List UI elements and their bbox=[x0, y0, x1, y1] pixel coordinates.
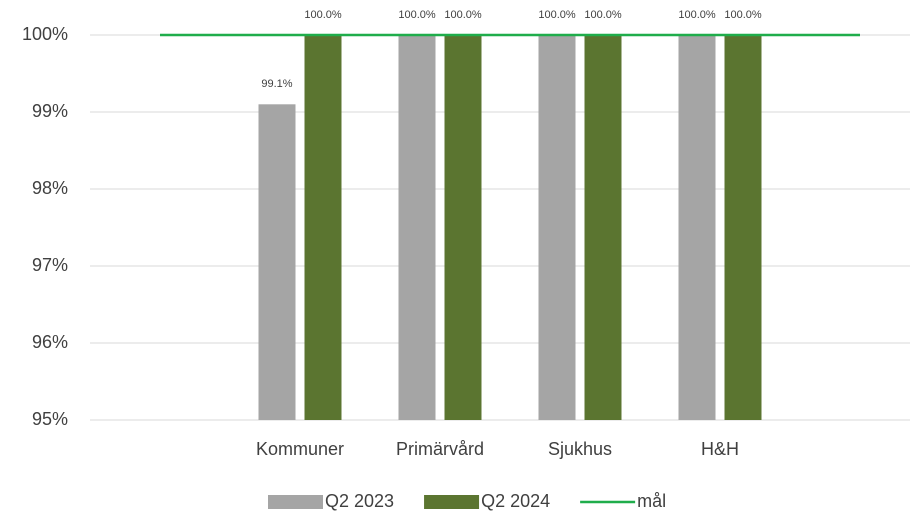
bar bbox=[678, 35, 716, 420]
legend-swatch bbox=[268, 495, 323, 509]
legend-label: Q2 2024 bbox=[481, 491, 550, 511]
x-tick-label: Kommuner bbox=[256, 439, 344, 459]
data-label: 100.0% bbox=[584, 9, 622, 21]
data-label: 100.0% bbox=[398, 9, 436, 21]
data-label: 99.1% bbox=[261, 78, 292, 90]
data-label: 100.0% bbox=[304, 9, 342, 21]
legend-label: mål bbox=[637, 491, 666, 511]
legend-label: Q2 2023 bbox=[325, 491, 394, 511]
y-tick-label: 97% bbox=[32, 255, 68, 275]
bar bbox=[398, 35, 436, 420]
bar bbox=[724, 35, 762, 420]
data-label: 100.0% bbox=[678, 9, 716, 21]
data-label: 100.0% bbox=[724, 9, 762, 21]
x-tick-label: Primärvård bbox=[396, 439, 484, 459]
bar bbox=[444, 35, 482, 420]
bar bbox=[584, 35, 622, 420]
y-tick-label: 99% bbox=[32, 101, 68, 121]
x-tick-label: H&H bbox=[701, 439, 739, 459]
bar bbox=[538, 35, 576, 420]
y-tick-label: 96% bbox=[32, 332, 68, 352]
bar bbox=[258, 104, 296, 421]
y-tick-label: 95% bbox=[32, 409, 68, 429]
y-tick-label: 98% bbox=[32, 178, 68, 198]
legend-swatch bbox=[424, 495, 480, 509]
y-tick-label: 100% bbox=[22, 24, 68, 44]
bar bbox=[304, 35, 342, 420]
data-label: 100.0% bbox=[444, 9, 482, 21]
data-label: 100.0% bbox=[538, 9, 576, 21]
x-tick-label: Sjukhus bbox=[548, 439, 612, 459]
